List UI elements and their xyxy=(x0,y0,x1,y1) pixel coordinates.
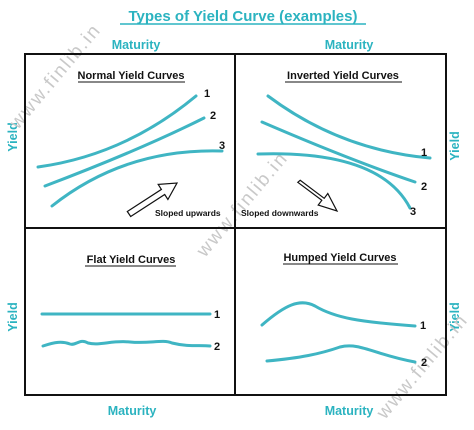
axis-label-yield-left-bottom: Yield xyxy=(6,302,20,331)
inverted-curve-1-label: 1 xyxy=(421,147,427,159)
axis-label-yield-left-top: Yield xyxy=(6,122,20,151)
flat-curve-1-label: 1 xyxy=(214,309,220,321)
watermark-center: www.finlib.in xyxy=(192,148,293,262)
panel-title-humped: Humped Yield Curves xyxy=(283,252,396,264)
arrow-down-right-icon xyxy=(296,179,339,213)
inverted-curve-2-label: 2 xyxy=(421,181,427,193)
humped-curve-1-label: 1 xyxy=(420,320,426,332)
axis-label-maturity-bottom-right: Maturity xyxy=(325,404,374,418)
normal-curve-3-label: 3 xyxy=(219,140,225,152)
normal-curve-2-label: 2 xyxy=(210,110,216,122)
axis-label-yield-right-top: Yield xyxy=(448,131,462,160)
axis-label-maturity-bottom-left: Maturity xyxy=(108,404,157,418)
flat-curve-2 xyxy=(41,339,212,348)
panel-normal: Normal Yield Curves 1 2 3 Sloped upwards xyxy=(36,70,225,218)
normal-curve-3 xyxy=(50,149,224,208)
axis-label-maturity-top-right: Maturity xyxy=(325,38,374,52)
normal-curve-2 xyxy=(43,116,206,188)
note-sloped-upwards: Sloped upwards xyxy=(155,208,221,218)
axis-label-yield-right-bottom: Yield xyxy=(448,302,462,331)
normal-curve-1-label: 1 xyxy=(204,88,210,100)
panel-title-inverted: Inverted Yield Curves xyxy=(287,70,399,82)
panel-inverted: Inverted Yield Curves 1 2 3 Sloped downw… xyxy=(241,70,432,218)
panel-flat: Flat Yield Curves 1 2 xyxy=(40,254,220,353)
normal-curve-1 xyxy=(36,94,198,169)
panel-title-normal: Normal Yield Curves xyxy=(78,70,185,82)
humped-curve-2-label: 2 xyxy=(421,357,427,369)
inverted-curve-1 xyxy=(266,94,432,160)
inverted-curve-3-label: 3 xyxy=(410,206,416,218)
figure-title: Types of Yield Curve (examples) xyxy=(129,8,358,25)
panel-humped: Humped Yield Curves 1 2 xyxy=(260,252,427,369)
panel-title-flat: Flat Yield Curves xyxy=(87,254,176,266)
flat-curve-2-label: 2 xyxy=(214,341,220,353)
inverted-curve-2 xyxy=(260,120,417,184)
axis-label-maturity-top-left: Maturity xyxy=(112,38,161,52)
inverted-curve-3 xyxy=(256,152,412,210)
humped-curve-1 xyxy=(260,301,417,328)
humped-curve-2 xyxy=(265,344,417,364)
note-sloped-downwards: Sloped downwards xyxy=(241,208,319,218)
arrow-up-right-icon xyxy=(126,182,179,218)
